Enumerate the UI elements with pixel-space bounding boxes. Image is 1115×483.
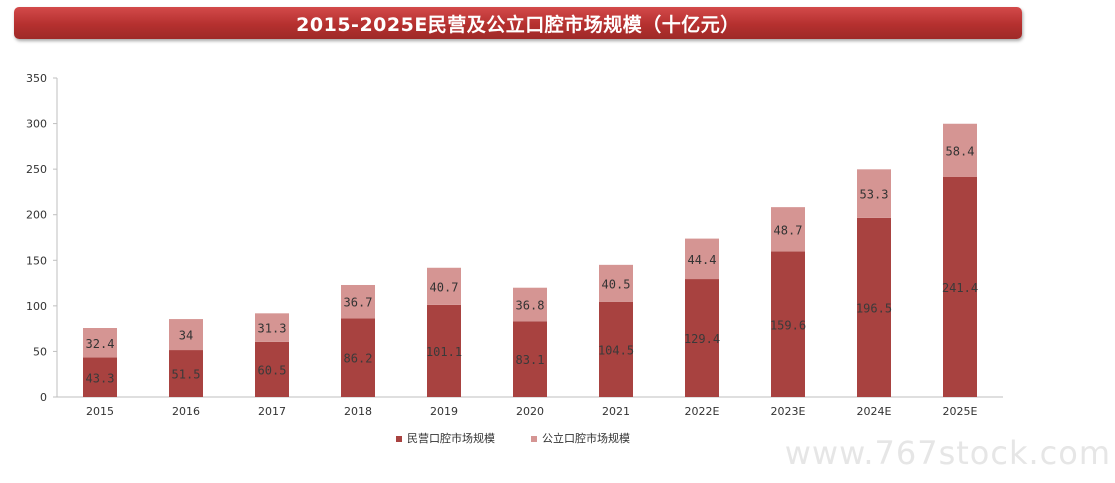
data-label-public: 34	[179, 329, 193, 343]
bar-private	[341, 318, 375, 397]
data-label-public: 53.3	[860, 188, 889, 202]
data-label-public: 32.4	[86, 337, 115, 351]
y-tick-label: 150	[26, 254, 47, 267]
data-label-private: 101.1	[426, 345, 462, 359]
bar-private	[83, 357, 117, 397]
bar-private	[427, 304, 461, 397]
y-tick-label: 50	[33, 345, 47, 358]
data-label-private: 129.4	[684, 332, 720, 346]
y-tick-label: 100	[26, 300, 47, 313]
legend-label-private: 民营口腔市场规模	[407, 431, 495, 445]
x-tick-label: 2024E	[857, 405, 892, 418]
bar-private	[685, 279, 719, 397]
bar-public	[341, 284, 375, 319]
data-label-private: 159.6	[770, 318, 806, 332]
data-label-public: 36.7	[344, 296, 373, 310]
data-label-private: 83.1	[516, 353, 545, 367]
data-label-public: 40.5	[602, 277, 631, 291]
data-label-private: 43.3	[86, 371, 115, 385]
x-tick-label: 2016	[172, 405, 200, 418]
legend-swatch-private	[396, 436, 402, 442]
y-tick-label: 250	[26, 163, 47, 176]
data-label-public: 44.4	[688, 253, 717, 267]
bar-public	[427, 267, 461, 305]
data-label-private: 60.5	[258, 363, 287, 377]
legend-swatch-public	[531, 436, 537, 442]
data-label-public: 58.4	[946, 144, 975, 158]
bar-private	[599, 301, 633, 397]
bar-public	[943, 123, 977, 177]
x-tick-label: 2017	[258, 405, 286, 418]
data-label-private: 196.5	[856, 301, 892, 315]
data-label-public: 31.3	[258, 322, 287, 336]
data-label-private: 51.5	[172, 368, 201, 382]
chart-title: 2015-2025E民营及公立口腔市场规模（十亿元）	[296, 13, 740, 36]
data-label-private: 86.2	[344, 352, 373, 366]
bar-public	[169, 319, 203, 351]
x-tick-label: 2022E	[685, 405, 720, 418]
data-label-public: 40.7	[430, 280, 459, 294]
bar-public	[599, 264, 633, 302]
data-label-public: 36.8	[516, 298, 545, 312]
data-label-private: 241.4	[942, 281, 978, 295]
bar-public	[857, 169, 891, 218]
x-tick-label: 2023E	[771, 405, 806, 418]
bar-private	[943, 176, 977, 397]
bar-public	[771, 207, 805, 252]
chart-title-bar: 2015-2025E民营及公立口腔市场规模（十亿元）	[14, 7, 1022, 39]
watermark: www.767stock.com	[784, 434, 1111, 472]
x-tick-label: 2018	[344, 405, 372, 418]
bar-public	[513, 287, 547, 322]
y-tick-label: 200	[26, 209, 47, 222]
bar-public	[255, 313, 289, 342]
x-tick-label: 2019	[430, 405, 458, 418]
x-tick-label: 2020	[516, 405, 544, 418]
y-tick-label: 300	[26, 118, 47, 131]
y-tick-label: 0	[40, 391, 47, 404]
x-tick-label: 2021	[602, 405, 630, 418]
data-label-private: 104.5	[598, 343, 634, 357]
x-tick-label: 2015	[86, 405, 114, 418]
bar-private	[513, 321, 547, 397]
y-tick-label: 350	[26, 72, 47, 85]
bar-private	[771, 251, 805, 397]
bar-public	[685, 238, 719, 280]
bar-private	[857, 217, 891, 397]
bar-private	[255, 341, 289, 397]
bar-private	[169, 350, 203, 397]
bar-public	[83, 328, 117, 358]
data-label-public: 48.7	[774, 223, 803, 237]
x-tick-label: 2025E	[943, 405, 978, 418]
legend-label-public: 公立口腔市场规模	[542, 431, 630, 445]
